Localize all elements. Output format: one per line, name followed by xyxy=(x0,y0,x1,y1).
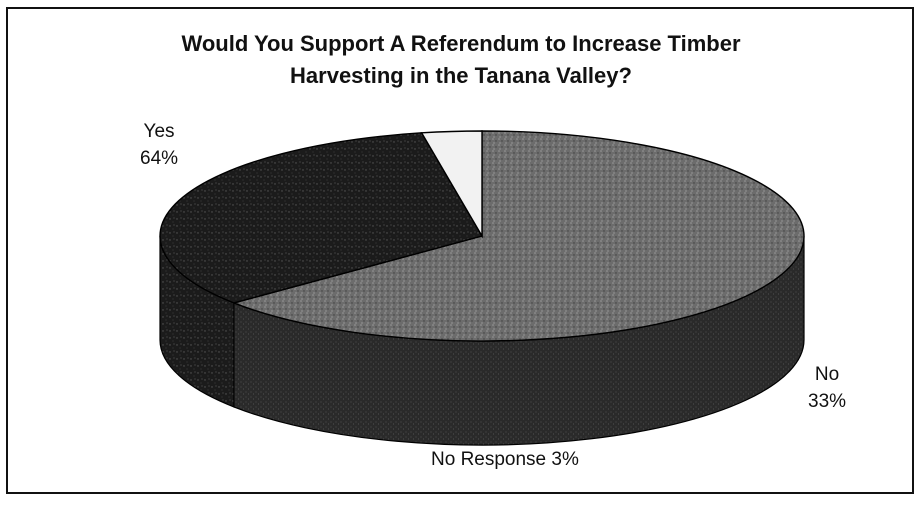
pie-slice-no xyxy=(159,132,484,304)
label-no: No 33% xyxy=(808,361,846,415)
label-no-name: No xyxy=(814,364,840,385)
label-no-response: No Response 3% xyxy=(431,449,579,470)
chart-title-line-1: Would You Support A Referendum to Increa… xyxy=(181,31,741,56)
chart-title: Would You Support A Referendum to Increa… xyxy=(0,28,922,92)
pie-slice-no-response xyxy=(420,130,483,239)
label-no-value: 33% xyxy=(808,391,847,412)
pie-slice-yes xyxy=(231,130,805,342)
label-yes: Yes 64% xyxy=(140,118,178,172)
label-yes-name: Yes xyxy=(143,121,175,142)
label-yes-value: 64% xyxy=(140,148,179,169)
pie-top-faces xyxy=(159,130,805,342)
chart-title-line-2: Harvesting in the Tanana Valley? xyxy=(290,63,632,88)
